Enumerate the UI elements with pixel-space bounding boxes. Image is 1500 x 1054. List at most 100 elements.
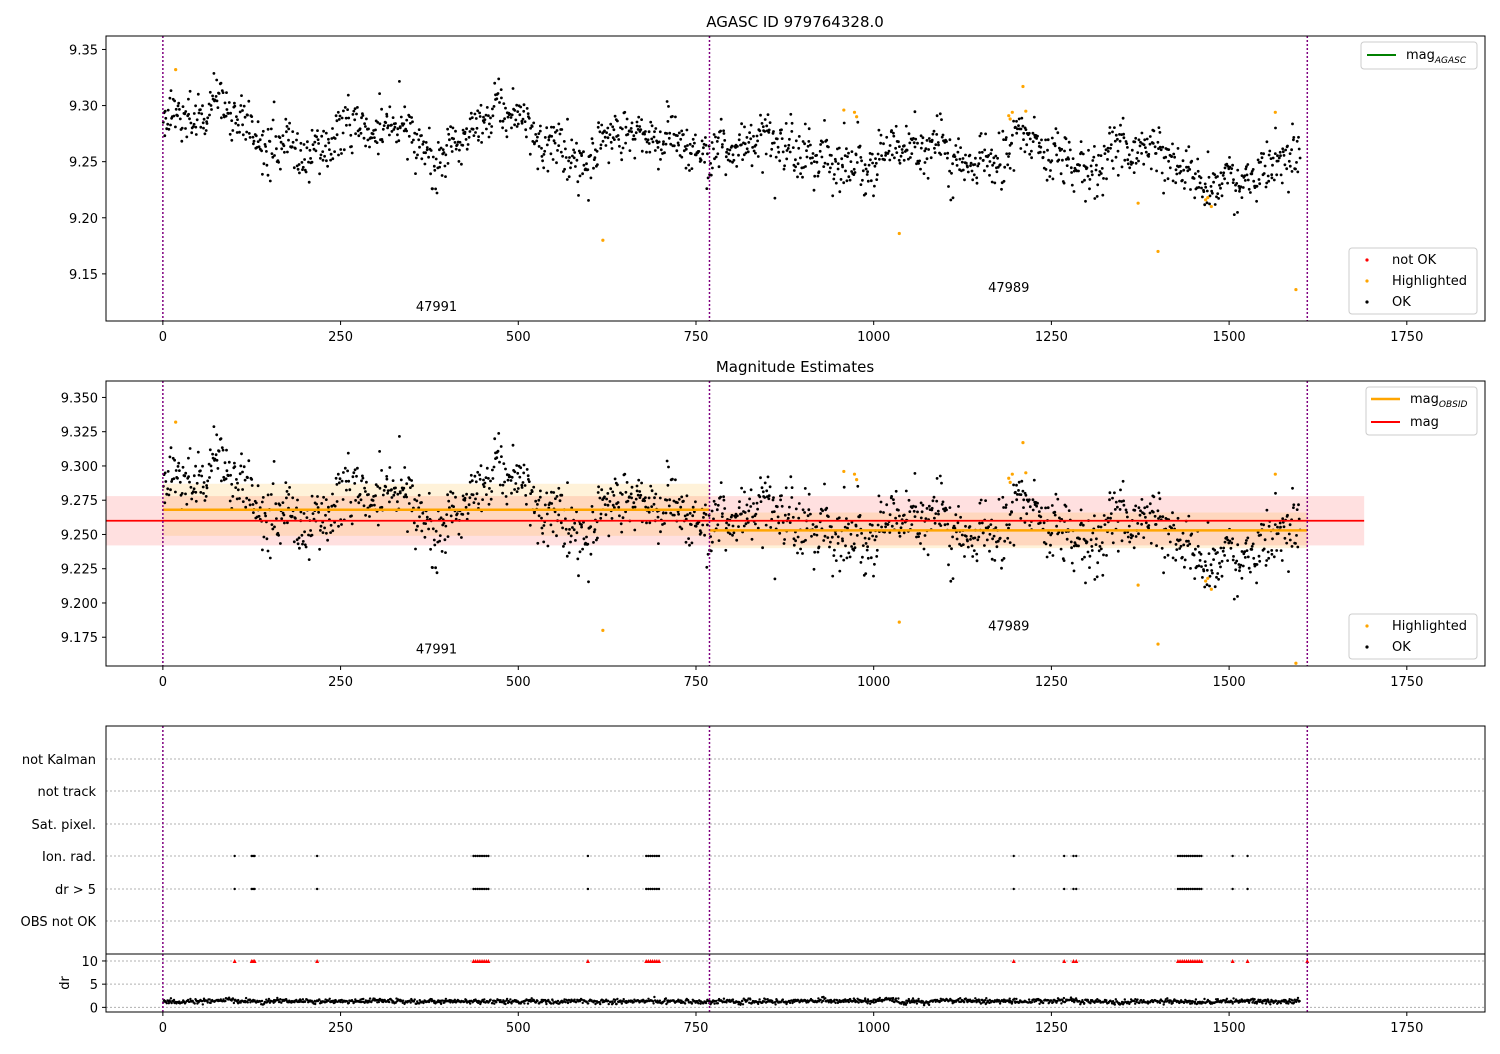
ok-point: [1214, 585, 1217, 588]
ok-point: [396, 133, 399, 136]
ok-point: [585, 162, 588, 165]
ok-point: [547, 170, 550, 173]
ok-point: [975, 553, 978, 556]
ok-point: [1184, 181, 1187, 184]
ok-point: [381, 140, 384, 143]
ok-point: [813, 189, 816, 192]
ok-point: [347, 452, 350, 455]
ok-point: [1063, 559, 1066, 562]
ok-point: [1241, 577, 1244, 580]
ok-point: [178, 108, 181, 111]
ok-point: [208, 114, 211, 117]
ok-point: [570, 162, 573, 165]
ok-point: [1135, 535, 1138, 538]
ok-point: [1111, 131, 1114, 134]
ok-point: [861, 179, 864, 182]
ok-point: [1206, 583, 1209, 586]
ok-point: [813, 568, 816, 571]
ok-point: [433, 539, 436, 542]
ok-point: [388, 501, 391, 504]
ok-point: [944, 523, 947, 526]
ok-point: [620, 152, 623, 155]
ok-point: [339, 148, 342, 151]
ok-point: [226, 108, 229, 111]
ok-point: [714, 503, 717, 506]
ok-point: [1240, 185, 1243, 188]
x-tick-label: 250: [328, 675, 353, 690]
ok-point: [1056, 498, 1059, 501]
ok-point: [990, 149, 993, 152]
ok-point: [461, 513, 464, 516]
ok-point: [408, 135, 411, 138]
dr-point: [647, 998, 649, 1000]
ok-point: [298, 537, 301, 540]
ok-point: [524, 128, 527, 131]
ok-point: [889, 144, 892, 147]
highlighted-point: [1210, 588, 1213, 591]
ok-point: [644, 138, 647, 141]
flag-event-dot: [645, 888, 647, 890]
ok-point: [246, 114, 249, 117]
ok-point: [218, 450, 221, 453]
ok-point: [493, 466, 496, 469]
ok-point: [1220, 171, 1223, 174]
dr-y-tick-label: 0: [90, 1001, 98, 1016]
ok-point: [1114, 508, 1117, 511]
ok-point: [522, 472, 525, 475]
ok-point: [1206, 201, 1209, 204]
ok-point: [320, 502, 323, 505]
ok-point: [433, 544, 436, 547]
ok-point: [765, 125, 768, 128]
ok-point: [819, 512, 822, 515]
ok-point: [909, 156, 912, 159]
ok-point: [504, 107, 507, 110]
ok-point: [1020, 493, 1023, 496]
ok-point: [1049, 169, 1052, 172]
ok-point: [485, 476, 488, 479]
ok-point: [1095, 169, 1098, 172]
ok-point: [767, 113, 770, 116]
ok-point: [302, 166, 305, 169]
ok-point: [394, 491, 397, 494]
ok-point: [1015, 498, 1018, 501]
ok-point: [636, 125, 639, 128]
ok-point: [616, 120, 619, 123]
ok-point: [399, 126, 402, 129]
obsid-label: 47991: [416, 643, 457, 658]
flag-event-dot: [649, 888, 651, 890]
ok-point: [1277, 532, 1280, 535]
ok-point: [541, 155, 544, 158]
flag-event-dot: [654, 888, 656, 890]
ok-point: [1285, 167, 1288, 170]
ok-point: [780, 128, 783, 131]
ok-point: [854, 546, 857, 549]
ok-point: [671, 478, 674, 481]
ok-point: [397, 139, 400, 142]
ok-point: [841, 540, 844, 543]
ok-point: [1246, 174, 1249, 177]
ok-point: [1289, 539, 1292, 542]
ok-point: [831, 536, 834, 539]
ok-point: [552, 530, 555, 533]
highlighted-point: [898, 621, 901, 624]
ok-point: [824, 162, 827, 165]
dr-point: [1124, 998, 1126, 1000]
ok-point: [347, 480, 350, 483]
ok-point: [1266, 140, 1269, 143]
flag-event-dot: [1190, 855, 1192, 857]
ok-point: [199, 469, 202, 472]
ok-point: [1138, 138, 1141, 141]
ok-point: [931, 139, 934, 142]
ok-point: [809, 144, 812, 147]
ok-point: [561, 527, 564, 530]
ok-point: [971, 170, 974, 173]
ok-point: [981, 522, 984, 525]
ok-point: [1006, 537, 1009, 540]
ok-point: [456, 512, 459, 515]
ok-point: [355, 113, 358, 116]
ok-point: [1015, 120, 1018, 123]
ok-point: [812, 152, 815, 155]
ok-point: [353, 482, 356, 485]
ok-point: [1263, 172, 1266, 175]
ok-point: [806, 156, 809, 159]
